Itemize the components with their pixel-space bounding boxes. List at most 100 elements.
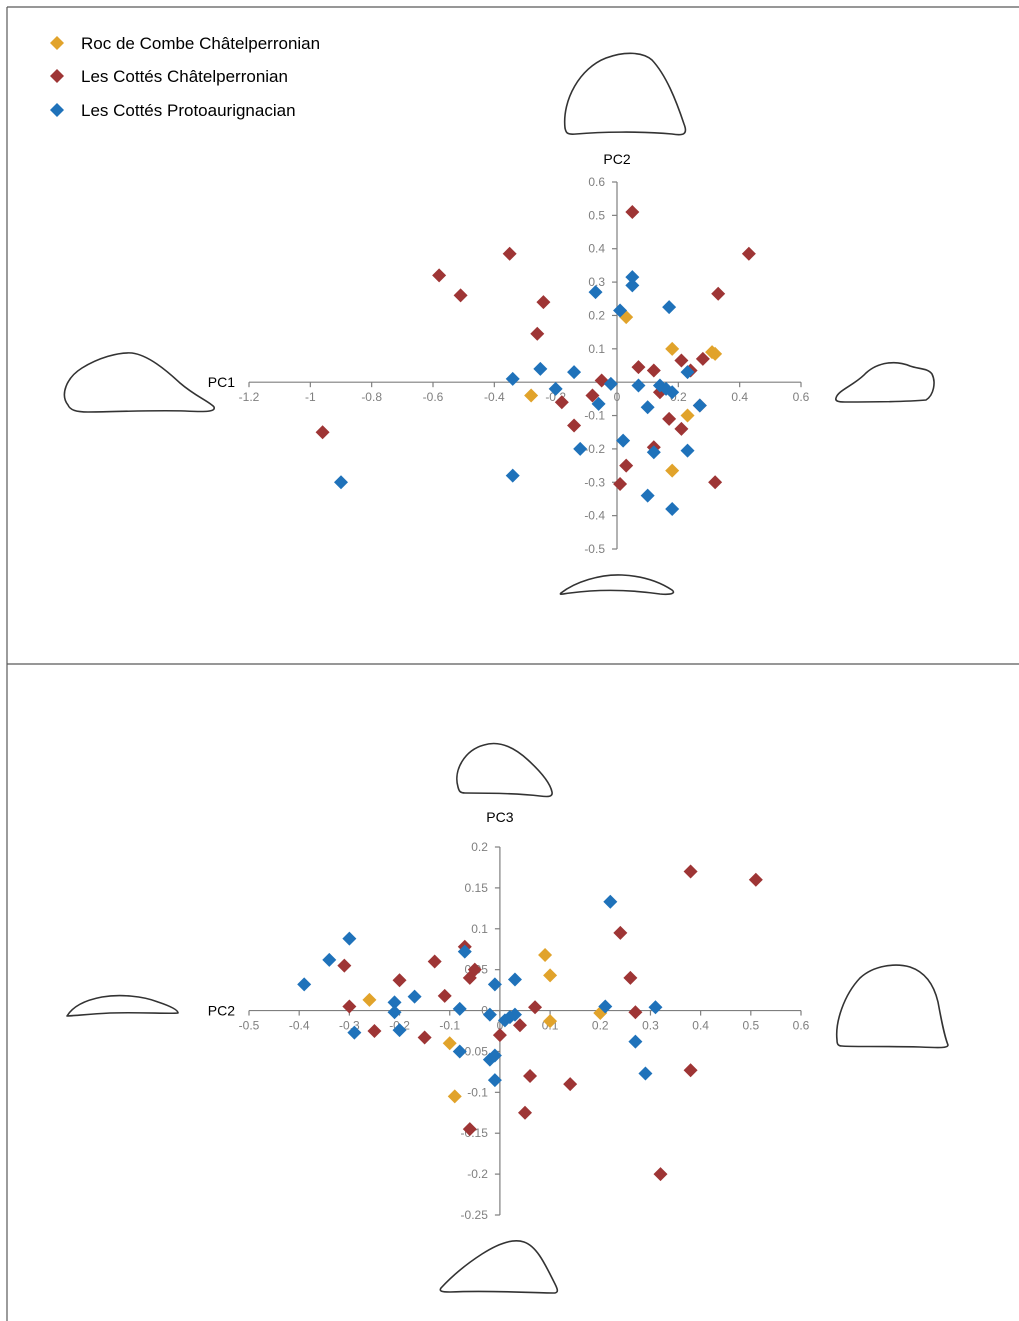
data-point [524,388,539,403]
legend-marker-roc-de-combe [50,36,64,50]
data-point [367,1024,382,1038]
data-point [588,285,603,300]
data-point [653,1167,668,1182]
x-tick-label: 0.6 [793,1019,810,1033]
data-point [543,968,558,983]
x-tick-label: 0.4 [692,1019,709,1033]
data-point [680,365,695,380]
data-point [530,326,545,341]
data-point [507,1007,522,1022]
x-axis-title: PC1 [208,374,235,390]
data-point [523,1068,538,1083]
y-axis-title: PC2 [603,151,630,167]
data-point [646,363,661,378]
data-point [427,954,442,969]
data-point [548,381,563,396]
data-point [625,278,640,293]
figure-frame [6,6,1019,1321]
legend-marker-les-cottes-protoaurignacian [50,103,64,117]
data-point [619,458,634,473]
data-point [297,977,312,992]
x-tick-label: -0.8 [361,390,382,404]
data-point [362,992,377,1007]
y-tick-label: 0.4 [588,242,605,256]
series-les-cottes-protoaurignacian [297,894,663,1088]
data-point [487,977,502,992]
data-point [543,1014,558,1029]
data-point [452,1001,467,1016]
data-point [674,421,689,436]
data-point [502,246,517,261]
data-point [518,1105,532,1120]
data-point [533,361,548,376]
legend: Roc de Combe Châtelperronian Les Cottés … [50,34,320,120]
data-point [482,1007,497,1022]
y-axis-title: PC3 [486,809,513,825]
y-tick-label: -0.2 [584,442,605,456]
data-point [322,952,337,967]
x-tick-label: 0.3 [642,1019,659,1033]
x-tick-label: -0.1 [439,1019,460,1033]
y-tick-label: 0.1 [588,342,605,356]
data-point [467,962,482,977]
data-point [625,205,640,220]
data-point [591,396,606,411]
data-point [625,270,640,285]
data-point [680,408,695,423]
data-point [452,1044,467,1059]
y-tick-label: 0.2 [588,308,605,322]
data-point [665,341,680,356]
y-tick-label: -0.2 [467,1167,488,1181]
data-point [646,445,661,460]
data-point [613,303,628,318]
legend-item-les-cottes-protoaurignacian: Les Cottés Protoaurignacian [50,101,296,120]
data-point [487,1073,502,1088]
y-tick-label: -0.3 [584,475,605,489]
data-point [640,488,655,503]
data-point [315,425,330,440]
data-point [392,973,407,988]
data-point [603,376,618,391]
outline-pc2-negative-2 [66,994,179,1017]
legend-marker-les-cottes-chatelperronian [50,69,64,83]
data-point [748,872,763,887]
data-point [567,365,582,380]
x-tick-label: -0.4 [484,390,505,404]
data-point [674,353,689,368]
x-tick-label: 0 [614,390,621,404]
data-point [462,1122,477,1137]
data-point [387,995,402,1010]
data-point [711,286,726,301]
data-point [648,1000,663,1015]
data-point [407,989,422,1004]
x-tick-label: -0.6 [423,390,444,404]
data-point [628,1005,643,1020]
outline-pc1-negative [63,352,215,413]
data-point [683,1063,698,1078]
data-point [692,398,707,413]
y-tick-label: 0.2 [471,840,488,854]
data-point [665,463,680,478]
data-point [613,925,628,940]
x-tick-label: -0.5 [239,1019,260,1033]
data-point [337,958,352,973]
data-point [507,972,522,987]
data-point [628,1034,643,1049]
data-point [563,1077,578,1092]
x-axis-title: PC2 [208,1003,235,1019]
y-tick-label: 0.1 [471,922,488,936]
data-point [640,400,655,415]
y-tick-label: -0.5 [584,542,605,556]
data-point [616,433,631,448]
data-point [347,1025,362,1040]
data-point [538,947,553,962]
y-tick-label: -0.1 [584,409,605,423]
series-les-cottes-protoaurignacian [334,270,707,516]
outline-pc3-positive [456,742,553,798]
data-point [623,970,638,985]
x-tick-label: -1.2 [239,390,260,404]
data-point [741,246,756,261]
data-point [447,1089,462,1104]
y-tick-label: 0.3 [588,275,605,289]
y-tick-label: 0 [481,1004,488,1018]
